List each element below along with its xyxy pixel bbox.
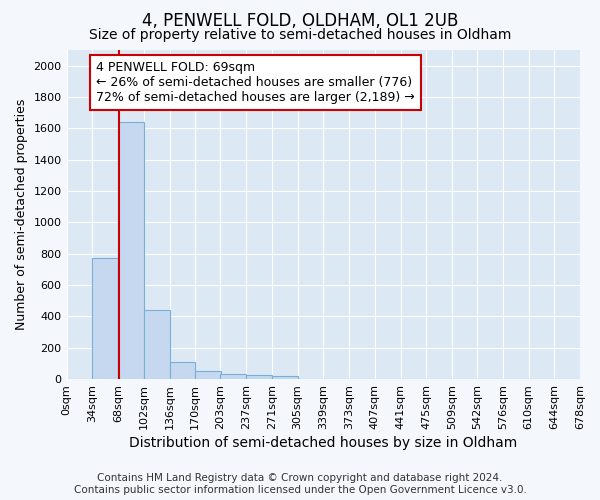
Bar: [92, 258, 118, 379]
Text: 4, PENWELL FOLD, OLDHAM, OL1 2UB: 4, PENWELL FOLD, OLDHAM, OL1 2UB: [142, 12, 458, 30]
Text: 4 PENWELL FOLD: 69sqm
← 26% of semi-detached houses are smaller (776)
72% of sem: 4 PENWELL FOLD: 69sqm ← 26% of semi-deta…: [96, 61, 415, 104]
Y-axis label: Number of semi-detached properties: Number of semi-detached properties: [15, 99, 28, 330]
Bar: [246, 376, 272, 379]
Bar: [118, 122, 144, 379]
Bar: [170, 362, 195, 379]
Bar: [272, 376, 298, 379]
Bar: [195, 372, 221, 379]
Text: Size of property relative to semi-detached houses in Oldham: Size of property relative to semi-detach…: [89, 28, 511, 42]
Bar: [220, 374, 246, 379]
Text: Contains HM Land Registry data © Crown copyright and database right 2024.
Contai: Contains HM Land Registry data © Crown c…: [74, 474, 526, 495]
Bar: [144, 310, 170, 379]
X-axis label: Distribution of semi-detached houses by size in Oldham: Distribution of semi-detached houses by …: [129, 436, 517, 450]
